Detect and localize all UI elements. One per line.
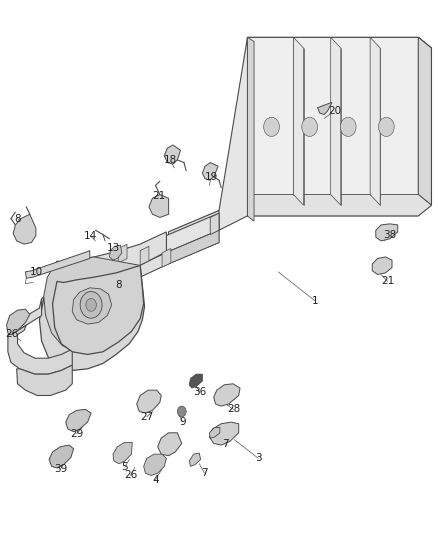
Polygon shape (418, 37, 431, 205)
Text: 4: 4 (152, 475, 159, 484)
Polygon shape (13, 214, 36, 244)
Polygon shape (53, 265, 144, 354)
Circle shape (80, 292, 102, 318)
Polygon shape (247, 37, 254, 221)
Text: 9: 9 (180, 417, 187, 427)
Polygon shape (202, 163, 218, 180)
Text: 18: 18 (163, 155, 177, 165)
Text: 27: 27 (140, 412, 153, 422)
Text: 20: 20 (328, 106, 342, 116)
Text: 7: 7 (222, 439, 229, 449)
Polygon shape (189, 453, 201, 466)
Polygon shape (17, 365, 72, 395)
Polygon shape (7, 309, 30, 335)
Polygon shape (8, 325, 72, 374)
Text: 26: 26 (124, 471, 137, 480)
Polygon shape (44, 257, 140, 352)
Polygon shape (209, 422, 239, 445)
Polygon shape (110, 245, 122, 260)
Polygon shape (118, 244, 127, 263)
Polygon shape (209, 427, 220, 438)
Text: 38: 38 (383, 230, 396, 239)
Circle shape (177, 406, 186, 417)
Text: 39: 39 (54, 464, 67, 474)
Polygon shape (247, 195, 431, 216)
Polygon shape (331, 37, 341, 205)
Polygon shape (214, 384, 240, 406)
Polygon shape (66, 409, 91, 432)
Circle shape (86, 298, 96, 311)
Polygon shape (137, 390, 161, 413)
Polygon shape (149, 195, 169, 217)
Polygon shape (162, 248, 171, 267)
Text: 21: 21 (152, 191, 166, 201)
Polygon shape (164, 145, 180, 164)
Text: 8: 8 (115, 280, 122, 290)
Circle shape (302, 117, 318, 136)
Polygon shape (169, 211, 219, 252)
Polygon shape (8, 298, 42, 335)
Text: 36: 36 (193, 387, 206, 397)
Text: 28: 28 (227, 405, 240, 414)
Polygon shape (247, 37, 431, 216)
Text: 7: 7 (201, 469, 208, 478)
Text: 1: 1 (312, 296, 319, 306)
Polygon shape (113, 442, 132, 464)
Polygon shape (169, 230, 219, 264)
Text: 5: 5 (121, 463, 128, 472)
Polygon shape (376, 224, 398, 241)
Polygon shape (42, 213, 219, 316)
Circle shape (264, 117, 279, 136)
Polygon shape (189, 374, 202, 388)
Text: 13: 13 (106, 244, 120, 253)
Polygon shape (370, 37, 380, 205)
Polygon shape (144, 454, 166, 475)
Text: 21: 21 (381, 277, 394, 286)
Polygon shape (57, 232, 166, 282)
Text: 10: 10 (29, 267, 42, 277)
Polygon shape (25, 251, 90, 278)
Polygon shape (39, 265, 145, 370)
Polygon shape (72, 288, 112, 324)
Polygon shape (158, 433, 182, 456)
Text: 8: 8 (14, 214, 21, 223)
Text: 26: 26 (6, 329, 19, 338)
Polygon shape (42, 230, 219, 328)
Text: 3: 3 (255, 454, 262, 463)
Text: 19: 19 (205, 172, 218, 182)
Circle shape (340, 117, 356, 136)
Text: 29: 29 (70, 429, 83, 439)
Polygon shape (140, 246, 149, 265)
Polygon shape (210, 213, 219, 235)
Polygon shape (372, 257, 392, 274)
Polygon shape (49, 445, 74, 468)
Polygon shape (293, 37, 304, 205)
Polygon shape (318, 102, 332, 115)
Circle shape (378, 117, 394, 136)
Text: 14: 14 (84, 231, 97, 240)
Polygon shape (169, 37, 247, 252)
